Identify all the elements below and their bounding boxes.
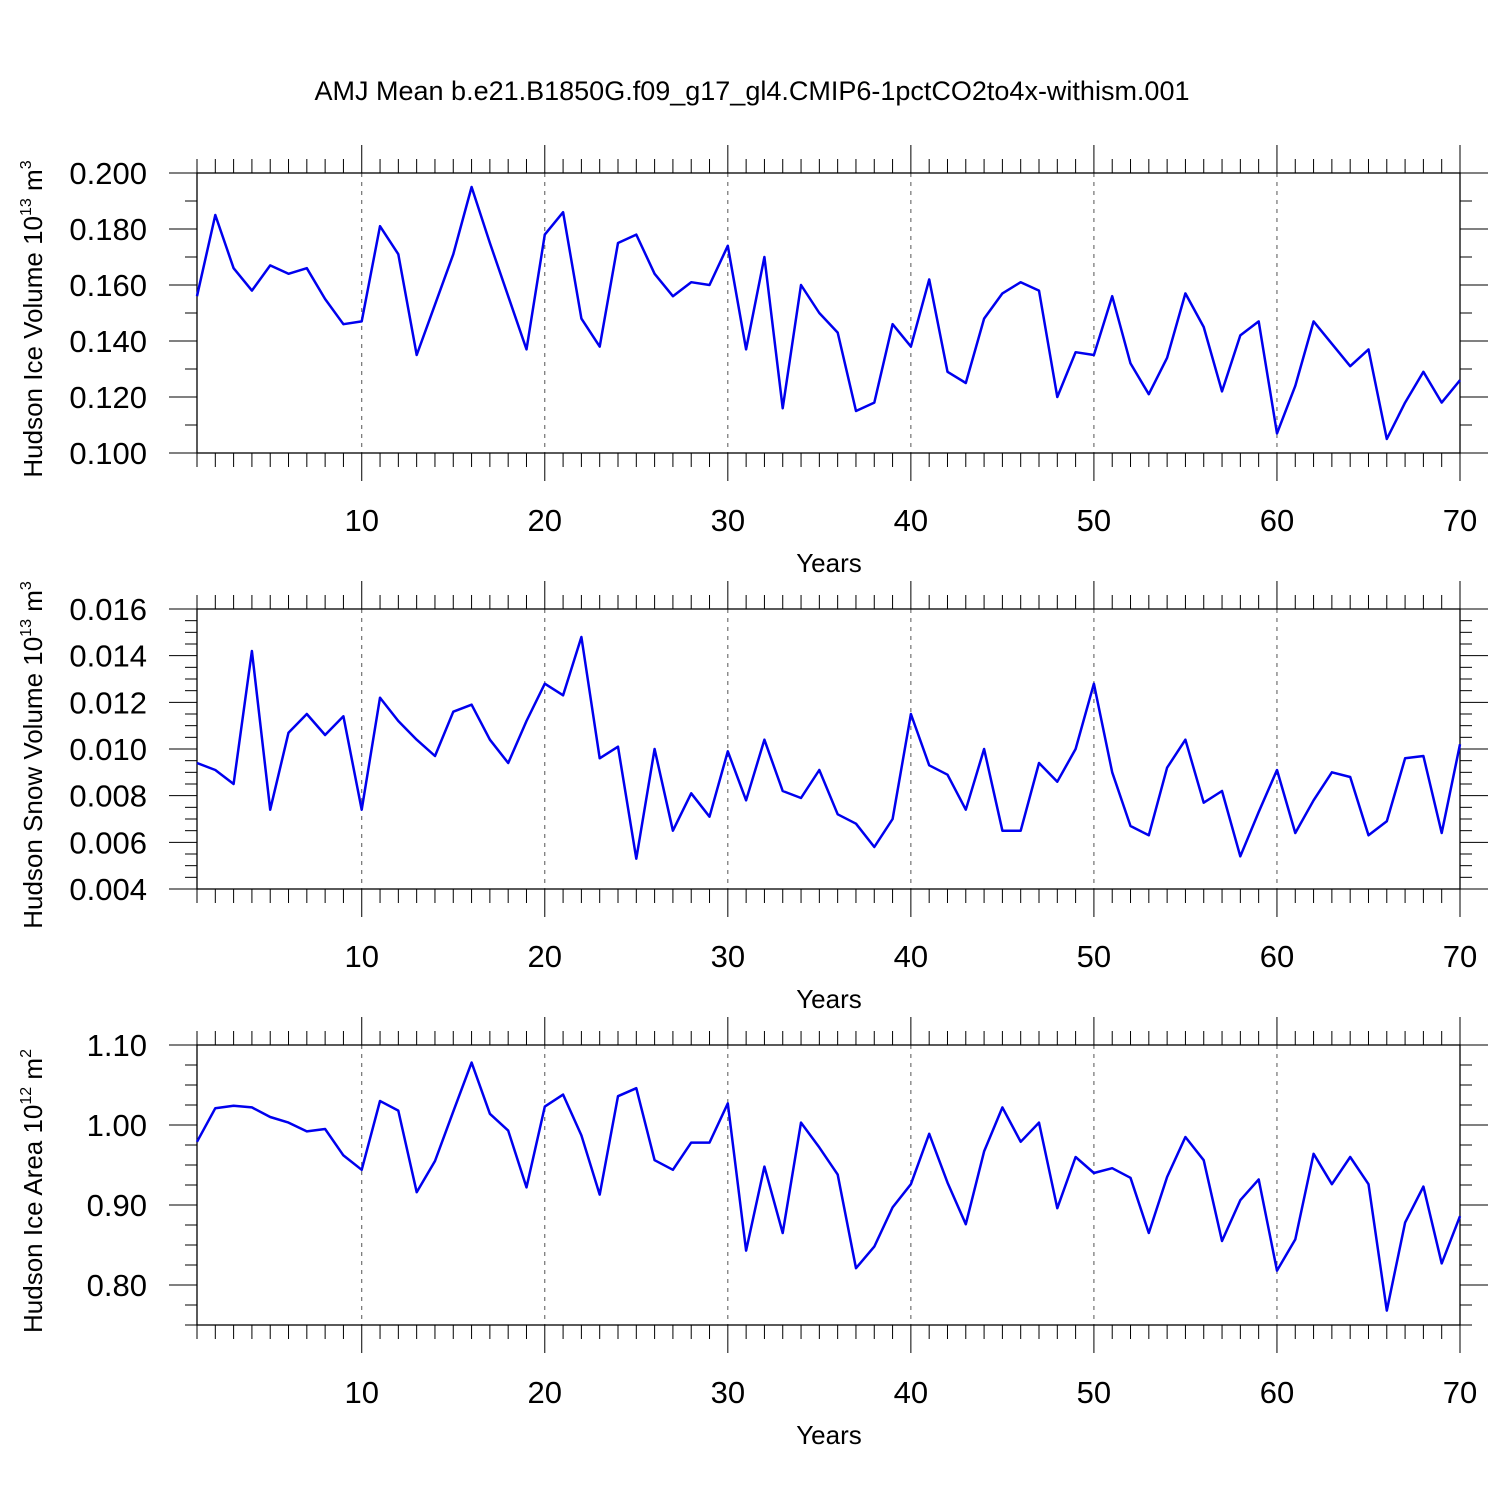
x-tick-label: 50: [1077, 503, 1111, 538]
plot-frame: [196, 172, 1461, 454]
x-axis-title: Years: [796, 984, 862, 1014]
series-line: [195, 185, 1461, 441]
chart-title: AMJ Mean b.e21.B1850G.f09_g17_gl4.CMIP6-…: [315, 76, 1190, 106]
y-tick-label: 0.120: [69, 380, 147, 415]
y-tick-label: 0.140: [69, 324, 147, 359]
x-tick-label: 30: [711, 1375, 745, 1410]
series-line: [195, 1061, 1462, 1312]
y-tick-label: 1.00: [87, 1108, 147, 1143]
x-tick-label: 70: [1443, 939, 1477, 974]
y-tick-label: 0.200: [69, 156, 147, 191]
chart-panels: 0.100 0.120 0.140 0.160 0.180 0.200 10 20 30 40 50…: [18, 145, 1488, 1450]
x-tick-label: 70: [1443, 503, 1477, 538]
x-tick-label: 30: [711, 939, 745, 974]
y-tick-label: 0.180: [69, 212, 147, 247]
x-tick-label: 10: [344, 503, 378, 538]
y-tick-label: 0.010: [69, 732, 147, 767]
x-tick-label: 50: [1077, 939, 1111, 974]
x-tick-label: 60: [1260, 939, 1294, 974]
panel-3: 0.80 0.90 1.00 1.10 10 20 30 40 50 60 70 Years Hudso…: [18, 1017, 1488, 1450]
x-tick-label: 40: [894, 1375, 928, 1410]
x-tick-label: 40: [894, 939, 928, 974]
x-tick-label: 50: [1077, 1375, 1111, 1410]
y-tick-label: 1.10: [87, 1028, 147, 1063]
y-tick-label: 0.160: [69, 268, 147, 303]
y-tick-label: 0.008: [69, 779, 147, 814]
x-axis-title: Years: [796, 1420, 862, 1450]
x-tick-label: 60: [1260, 503, 1294, 538]
series-line: [196, 635, 1462, 860]
x-tick-label: 60: [1260, 1375, 1294, 1410]
y-tick-label: 0.004: [69, 872, 147, 907]
y-axis-title: Hudson Snow Volume 1013 m3: [18, 581, 48, 929]
x-tick-label: 30: [711, 503, 745, 538]
y-axis-title: Hudson Ice Area 1012 m2: [18, 1049, 48, 1333]
x-tick-label: 20: [528, 503, 562, 538]
x-tick-label: 40: [894, 503, 928, 538]
x-tick-label: 10: [344, 939, 378, 974]
plot-frame: [196, 608, 1461, 890]
panel-1: 0.100 0.120 0.140 0.160 0.180 0.200 10 20 30 40 50…: [18, 145, 1488, 578]
y-tick-label: 0.016: [69, 592, 147, 627]
y-tick-label: 0.014: [69, 639, 147, 674]
x-tick-label: 70: [1443, 1375, 1477, 1410]
y-tick-label: 0.006: [69, 825, 147, 860]
plot-frame: [196, 1044, 1461, 1326]
panel-2: 0.004 0.006 0.008 0.010 0.012 0.014 0.016 10 20 3…: [18, 581, 1488, 1014]
y-axis-title: Hudson Ice Volume 1013 m3: [18, 160, 48, 477]
y-tick-label: 0.012: [69, 685, 147, 720]
y-tick-label: 0.80: [87, 1268, 147, 1303]
x-axis-title: Years: [796, 548, 862, 578]
y-tick-label: 0.100: [69, 436, 147, 471]
x-tick-label: 10: [344, 1375, 378, 1410]
y-tick-label: 0.90: [87, 1188, 147, 1223]
x-tick-label: 20: [528, 1375, 562, 1410]
x-tick-label: 20: [528, 939, 562, 974]
